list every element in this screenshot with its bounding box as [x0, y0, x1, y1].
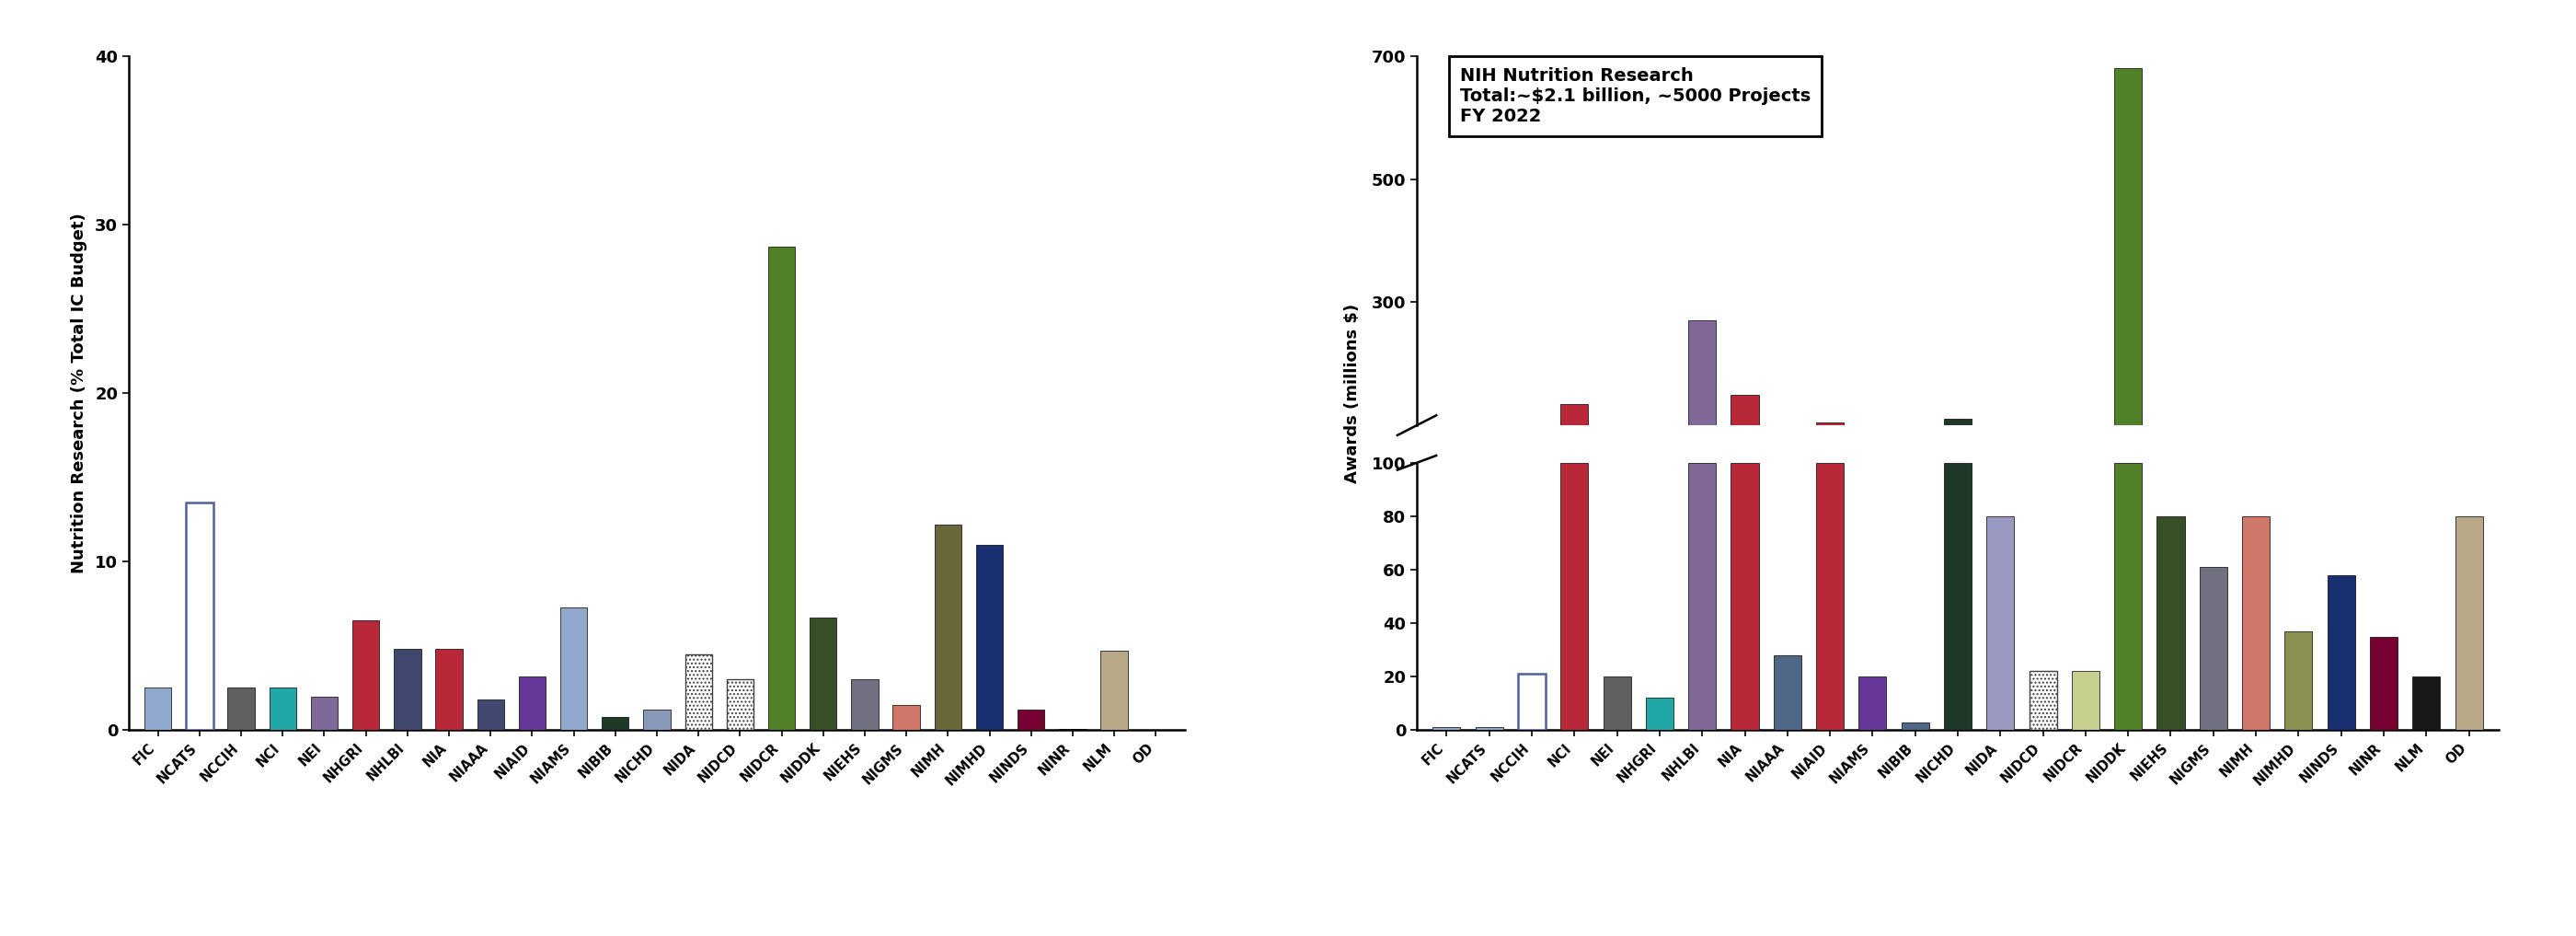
Bar [1945, 419, 1971, 425]
Bar [394, 650, 420, 730]
Y-axis label: Nutrition Research (% Total IC Budget): Nutrition Research (% Total IC Budget) [70, 212, 88, 574]
Bar [809, 617, 837, 730]
Bar [435, 650, 464, 730]
Bar [1945, 462, 1971, 730]
Bar [312, 696, 337, 730]
Bar [2326, 575, 2354, 730]
Bar [1816, 422, 1844, 425]
Bar [227, 688, 255, 730]
Bar [1646, 698, 1674, 730]
Bar [1602, 677, 1631, 730]
Bar [2071, 671, 2099, 730]
Bar [1432, 727, 1461, 730]
Bar [1731, 462, 1759, 730]
Bar [2370, 636, 2398, 730]
Bar [1860, 677, 1886, 730]
Bar [2414, 677, 2439, 730]
Bar [850, 680, 878, 730]
Bar [1517, 674, 1546, 730]
Bar [144, 688, 173, 730]
Bar [2115, 462, 2143, 730]
Bar [2285, 631, 2313, 730]
Bar [1018, 709, 1046, 730]
Bar [477, 700, 505, 730]
Bar [518, 676, 546, 730]
Bar [1901, 722, 1929, 730]
Bar [1561, 403, 1589, 425]
Bar [353, 621, 379, 730]
Bar [1100, 651, 1128, 730]
Bar [2455, 517, 2483, 730]
Bar [603, 717, 629, 730]
Bar [2030, 671, 2056, 730]
Bar [559, 607, 587, 730]
Bar [1986, 517, 2014, 730]
Bar [2200, 567, 2228, 730]
Bar [1772, 655, 1801, 730]
Bar [644, 709, 670, 730]
Text: Awards (millions $): Awards (millions $) [1345, 303, 1360, 483]
Bar [685, 654, 711, 730]
Bar [726, 680, 755, 730]
Bar [185, 503, 214, 730]
Bar [935, 524, 961, 730]
Bar [1731, 395, 1759, 425]
Bar [268, 688, 296, 730]
Bar [2115, 68, 2143, 425]
Bar [1687, 321, 1716, 425]
Bar [1561, 462, 1589, 730]
Bar [1476, 727, 1502, 730]
Bar [768, 246, 796, 730]
Bar [2156, 517, 2184, 730]
Bar [1816, 462, 1844, 730]
Text: NIH Nutrition Research
Total:~$2.1 billion, ~5000 Projects
FY 2022: NIH Nutrition Research Total:~$2.1 billi… [1461, 67, 1811, 125]
Bar [976, 545, 1002, 730]
Bar [2241, 517, 2269, 730]
Bar [894, 705, 920, 730]
Bar [1687, 462, 1716, 730]
